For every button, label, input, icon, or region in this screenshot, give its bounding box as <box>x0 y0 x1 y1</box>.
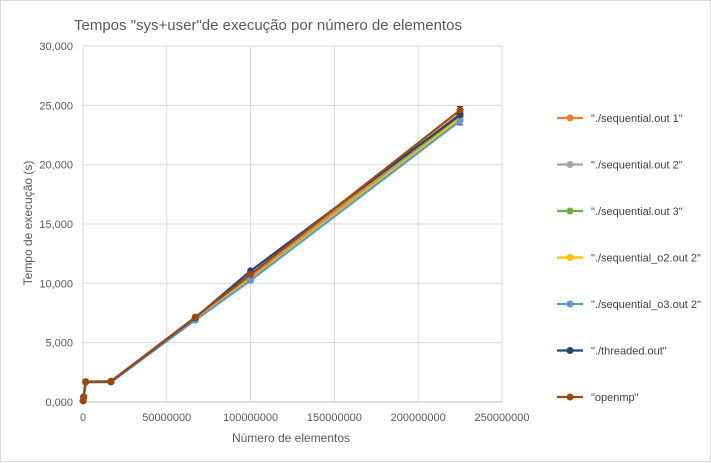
grid <box>82 45 503 403</box>
y-tick-label: 0,000 <box>45 397 73 409</box>
data-point <box>247 270 255 278</box>
legend-item: "./sequential.out 2" <box>557 160 683 172</box>
legend-label: "openmp" <box>591 392 639 404</box>
y-tick-label: 15,000 <box>39 219 73 231</box>
data-point <box>107 377 115 385</box>
x-tick-label: 200000000 <box>391 412 446 424</box>
legend-label: "./sequential_o3.out 2" <box>591 299 701 311</box>
legend-label: "./sequential.out 1" <box>591 113 683 125</box>
legend-swatch-marker <box>566 207 574 215</box>
legend-item: "./sequential_o3.out 2" <box>557 299 701 311</box>
x-tick-label: 100000000 <box>223 412 278 424</box>
data-point <box>82 378 90 386</box>
legend-swatch-marker <box>566 393 574 401</box>
y-tick-label: 10,000 <box>39 278 73 290</box>
data-point <box>80 393 88 401</box>
legend-swatch-marker <box>566 347 574 354</box>
x-tick-label: 0 <box>80 412 86 424</box>
y-tick-label: 5,000 <box>45 338 73 350</box>
y-axis-title: Tempo de execução (s) <box>21 161 35 286</box>
x-tick-label: 150000000 <box>307 412 362 424</box>
legend-swatch-marker <box>566 114 574 122</box>
legend-swatch-marker <box>566 300 574 308</box>
data-point <box>247 276 255 284</box>
x-tick-label: 50000000 <box>142 412 191 424</box>
legend-item: "./sequential.out 1" <box>557 113 683 125</box>
legend-label: "./sequential.out 2" <box>591 160 683 172</box>
y-tick-label: 30,000 <box>39 41 73 53</box>
data-point <box>191 313 199 321</box>
y-tick-label: 25,000 <box>39 100 73 112</box>
legend-label: "./sequential_o2.out 2" <box>591 253 701 265</box>
legend-label: "./threaded.out" <box>591 346 667 358</box>
series-6 <box>79 106 464 405</box>
legend-item: "./sequential.out 3" <box>557 206 683 218</box>
legend-item: "./threaded.out" <box>557 346 667 358</box>
legend-item: "./sequential_o2.out 2" <box>557 253 701 265</box>
legend-swatch-marker <box>566 254 574 261</box>
data-point <box>456 106 464 114</box>
legend-item: "openmp" <box>557 392 639 404</box>
tick-labels: 0,000 5,000 10,000 15,000 20,000 25,000 30,000… <box>39 41 529 424</box>
series-layer <box>79 106 464 405</box>
legend: "./sequential.out 1" "./sequential.out 2"… <box>557 113 701 404</box>
legend-swatch-marker <box>566 161 574 168</box>
x-tick-label: 250000000 <box>474 412 529 424</box>
legend-label: "./sequential.out 3" <box>591 206 683 218</box>
data-point <box>456 117 464 125</box>
x-axis-title: Número de elementos <box>232 431 350 445</box>
y-tick-label: 20,000 <box>39 160 73 172</box>
chart-title: Tempos "sys+user"de execução por número … <box>74 17 462 34</box>
